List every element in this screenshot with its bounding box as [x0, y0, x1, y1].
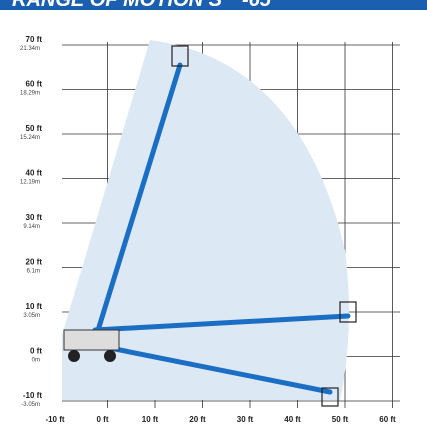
title: RANGE OF MOTION S™-65 [12, 0, 272, 11]
y-label-m: -3.05m [21, 402, 40, 408]
x-label: 50 ft [332, 415, 349, 424]
y-label-m: 0m [32, 358, 40, 364]
x-label: 40 ft [284, 415, 301, 424]
booms [92, 62, 351, 395]
y-label-ft: 40 ft [26, 169, 43, 178]
y-label-ft: 10 ft [26, 302, 43, 311]
y-label-ft: 70 ft [26, 35, 43, 44]
x-label: 60 ft [379, 415, 396, 424]
y-label-m: 15.24m [20, 135, 40, 141]
title-banner [0, 0, 427, 10]
y-label-ft: 0 ft [30, 347, 42, 356]
work-envelope [62, 40, 349, 400]
y-label-m: 18.29m [20, 91, 40, 97]
y-label-m: 9.14m [23, 224, 40, 230]
machine-base [63, 329, 120, 362]
y-label-m: 12.19m [20, 180, 40, 186]
y-label-m: 6.1m [27, 269, 40, 275]
y-label-ft: 20 ft [26, 258, 43, 267]
x-label: 30 ft [237, 415, 254, 424]
y-label-ft: 50 ft [26, 124, 43, 133]
y-label-m: 21.34m [20, 46, 40, 52]
y-label-m: 3.05m [23, 313, 40, 319]
y-label-ft: 30 ft [26, 213, 43, 222]
x-label: 10 ft [142, 415, 159, 424]
y-label-ft: -10 ft [23, 391, 42, 400]
x-label: -10 ft [45, 415, 64, 424]
x-label: 20 ft [189, 415, 206, 424]
x-label: 0 ft [97, 415, 109, 424]
y-label-ft: 60 ft [26, 80, 43, 89]
platforms [171, 45, 357, 407]
